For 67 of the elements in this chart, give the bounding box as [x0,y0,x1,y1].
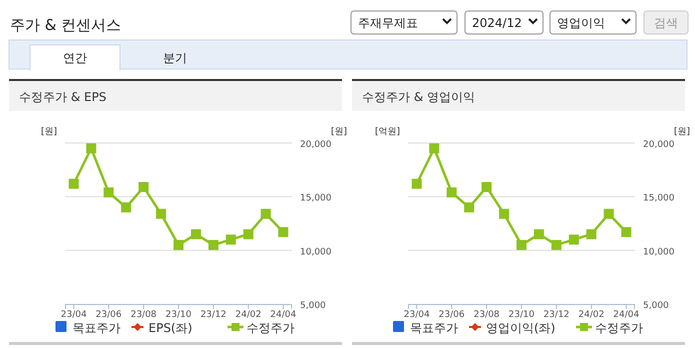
point [586,229,596,240]
point [516,240,526,250]
point [226,234,236,245]
point [68,178,79,189]
x-tick-label: 23/04 [404,310,430,320]
point [104,187,114,198]
point [190,229,201,240]
x-tick-label: 23/04 [60,310,87,320]
point [86,143,96,154]
chart-title: 수정주가 & EPS [19,90,106,104]
x-tick-label: 23/08 [130,310,157,320]
text: 영업이익 [557,16,605,30]
y-axis-title: [억원] [374,127,400,137]
chart-title: 수정주가 & 영업이익 [362,90,475,104]
legend-label: 수정주가 [595,321,643,335]
point [446,187,457,198]
point [156,208,166,219]
legend-label: 수정주가 [246,321,294,335]
point [482,182,492,192]
point [138,182,149,192]
text: 10,000 [300,247,332,258]
text: 5,000 [300,301,326,311]
point [551,240,562,250]
point [208,240,218,250]
text: 검색 [654,16,678,30]
text: 연간 [63,51,87,65]
text: 10,000 [643,247,674,258]
point [412,178,422,189]
text: 주가 & 컨센서스 [10,16,122,34]
point [278,227,288,238]
x-tick-label: 23/10 [166,310,192,320]
point [621,227,632,238]
text: 주재무제표 [358,16,418,30]
legend-label: 목표주가 [72,321,120,335]
text: 15,000 [300,194,332,204]
text: 20,000 [643,140,674,150]
x-tick-label: 24/02 [578,310,604,320]
x-tick-label: 23/08 [474,310,500,320]
point [534,229,544,240]
point [121,202,132,212]
point [243,229,254,240]
point [260,208,271,219]
text: 2024/12 [472,16,522,30]
y2-axis-title: [원] [674,127,690,137]
point [499,208,510,219]
y-axis-title: [원] [40,127,57,137]
point [429,143,440,154]
legend-label: EPS(좌) [148,321,192,335]
x-tick-label: 23/12 [543,310,570,320]
x-tick-label: 24/04 [270,310,297,320]
legend-label: 목표주가 [410,321,458,335]
text: 5,000 [643,301,669,311]
x-tick-label: 24/04 [613,310,640,320]
point [174,240,184,250]
point [464,202,474,212]
x-tick-label: 23/06 [438,310,465,320]
point [604,208,614,219]
text: 분기 [163,51,187,65]
text: 20,000 [300,140,332,150]
y2-axis-title: [원] [330,127,347,137]
text: 15,000 [643,194,674,204]
x-tick-label: 23/10 [508,310,535,320]
x-tick-label: 23/06 [96,310,122,320]
x-tick-label: 23/12 [200,310,226,320]
point [568,234,579,245]
legend-label: 영업이익(좌) [486,321,556,335]
x-tick-label: 24/02 [235,310,262,320]
